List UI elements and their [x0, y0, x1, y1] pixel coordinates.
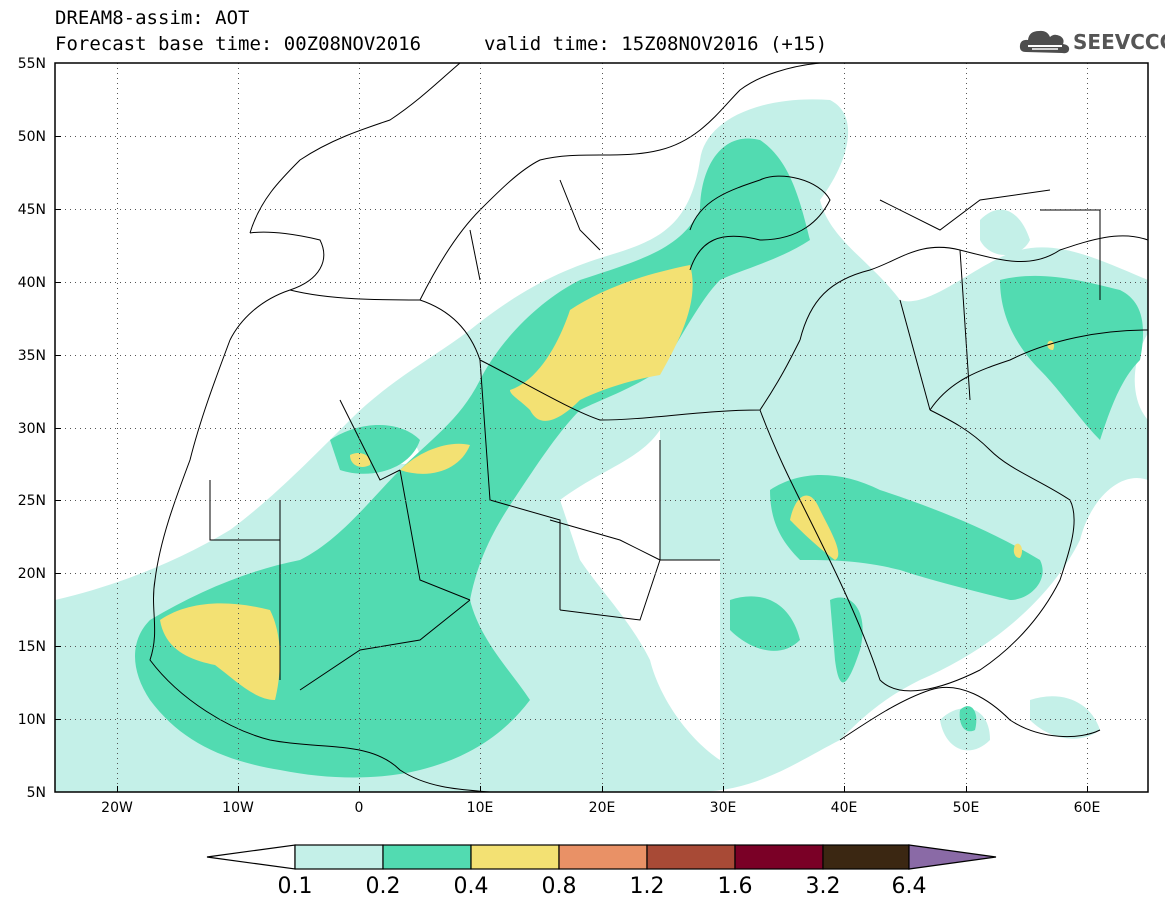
colorbar-label: 0.8 — [542, 874, 577, 899]
graticule — [55, 63, 1148, 792]
logo-text: SEEVCCC — [1073, 30, 1165, 54]
map-frame — [54, 62, 1149, 793]
lat-label: 20N — [18, 566, 46, 582]
lat-labels: 55N 50N 45N 40N 35N 30N 25N 20N 15N 10N … — [18, 56, 46, 801]
colorbar-label: 1.6 — [718, 874, 753, 899]
lon-label: 40E — [831, 800, 858, 816]
lat-label: 15N — [18, 639, 46, 655]
lat-label: 5N — [27, 785, 46, 801]
colorbar-label: 3.2 — [806, 874, 841, 899]
colorbar — [206, 844, 997, 870]
colorbar-swatch — [558, 844, 648, 870]
lon-label: 60E — [1074, 800, 1101, 816]
colorbar-label: 0.4 — [454, 874, 489, 899]
colorbar-under-arrow — [206, 844, 296, 870]
valid-time: valid time: 15Z08NOV2016 (+15) — [484, 33, 828, 55]
aot-level-0-4 — [160, 265, 1055, 700]
lon-label: 50E — [953, 800, 980, 816]
cloud-icon — [1019, 30, 1070, 54]
colorbar-swatch — [734, 844, 824, 870]
chart-title: DREAM8-assim: AOT — [55, 7, 250, 29]
lon-label: 10E — [467, 800, 494, 816]
lon-label: 30E — [710, 800, 737, 816]
colorbar-swatch — [470, 844, 560, 870]
colorbar-labels: 0.1 0.2 0.4 0.8 1.2 1.6 3.2 6.4 — [278, 874, 927, 899]
lon-labels: 20W 10W 0 10E 20E 30E 40E 50E 60E — [101, 800, 1100, 816]
colorbar-label: 0.2 — [366, 874, 401, 899]
colorbar-label: 6.4 — [892, 874, 927, 899]
tick-marks — [55, 136, 1088, 792]
coastlines — [149, 63, 1148, 792]
lon-label: 20E — [589, 800, 616, 816]
colorbar-label: 0.1 — [278, 874, 313, 899]
colorbar-swatch — [646, 844, 736, 870]
aot-contours — [55, 99, 1148, 792]
lat-label: 35N — [18, 348, 46, 364]
colorbar-over-arrow — [908, 844, 997, 870]
lat-label: 45N — [18, 202, 46, 218]
colorbar-swatch — [822, 844, 910, 870]
lat-label: 30N — [18, 421, 46, 437]
lon-label: 0 — [355, 800, 364, 816]
colorbar-swatch — [294, 844, 384, 870]
seevccc-logo: SEEVCCC — [1018, 24, 1165, 58]
lat-label: 50N — [18, 129, 46, 145]
lat-label: 25N — [18, 493, 46, 509]
colorbar-label: 1.2 — [630, 874, 665, 899]
lon-label: 20W — [101, 800, 133, 816]
colorbar-swatch — [382, 844, 472, 870]
lon-label: 10W — [222, 800, 254, 816]
forecast-base-time: Forecast base time: 00Z08NOV2016 — [55, 33, 422, 55]
lat-label: 10N — [18, 712, 46, 728]
lat-label: 40N — [18, 275, 46, 291]
lat-label: 55N — [18, 56, 46, 72]
